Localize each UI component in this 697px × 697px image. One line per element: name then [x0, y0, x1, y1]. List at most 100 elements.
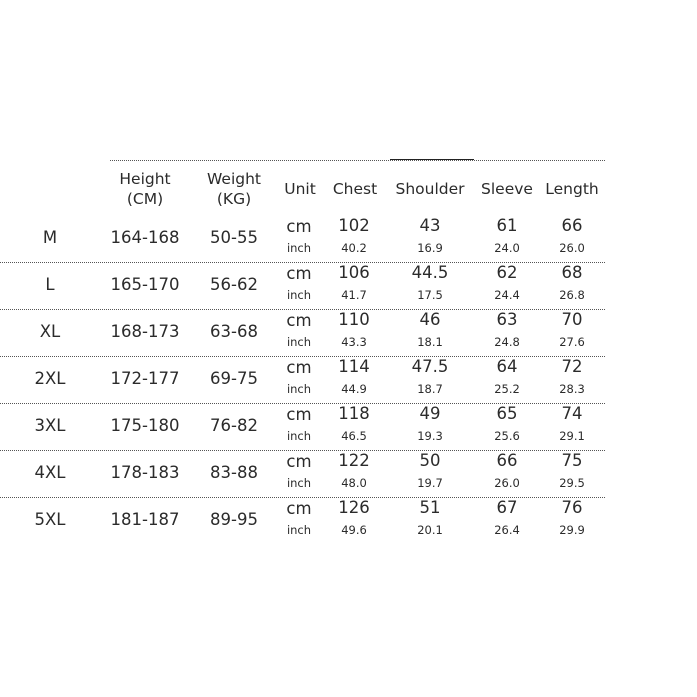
measure-cm: 44.5 — [411, 263, 449, 282]
measure-inch: 19.3 — [417, 429, 443, 443]
measure-cm: 76 — [561, 498, 583, 517]
header-shoulder: Shoulder — [395, 180, 465, 198]
measure-cm: 64 — [496, 357, 518, 376]
height-range: 178-183 — [110, 463, 180, 482]
unit-inch: inch — [286, 288, 312, 302]
measure-inch: 26.0 — [559, 241, 585, 255]
weight-range: 89-95 — [210, 510, 258, 529]
measure-cm: 67 — [496, 498, 518, 517]
unit-cm: cm — [286, 311, 312, 330]
measure-inch: 29.1 — [559, 429, 585, 443]
weight-range: 69-75 — [210, 369, 258, 388]
height-range: 164-168 — [110, 228, 180, 247]
unit-inch: inch — [286, 241, 312, 255]
size-label: 4XL — [34, 463, 66, 482]
header-height-line2: (CM) — [126, 190, 164, 208]
measure-cm: 66 — [496, 451, 518, 470]
measure-inch: 49.6 — [341, 523, 367, 537]
unit-cm: cm — [286, 405, 312, 424]
unit-inch: inch — [286, 523, 312, 537]
unit-cm: cm — [286, 358, 312, 377]
measure-cm: 75 — [561, 451, 583, 470]
measure-inch: 25.2 — [494, 382, 520, 396]
header-unit: Unit — [284, 180, 316, 198]
measure-inch: 48.0 — [341, 476, 367, 490]
measure-cm: 43 — [419, 216, 441, 235]
measure-cm: 102 — [338, 216, 370, 235]
weight-range: 50-55 — [210, 228, 258, 247]
header-sleeve: Sleeve — [481, 180, 533, 198]
row-divider — [0, 450, 605, 451]
measure-cm: 114 — [338, 357, 370, 376]
measure-inch: 40.2 — [341, 241, 367, 255]
measure-cm: 106 — [338, 263, 370, 282]
row-divider — [0, 497, 605, 498]
unit-inch: inch — [286, 429, 312, 443]
measure-inch: 24.8 — [494, 335, 520, 349]
measure-inch: 26.0 — [494, 476, 520, 490]
measure-cm: 62 — [496, 263, 518, 282]
unit-inch: inch — [286, 382, 312, 396]
measure-inch: 24.0 — [494, 241, 520, 255]
measure-cm: 61 — [496, 216, 518, 235]
measure-inch: 18.1 — [417, 335, 443, 349]
measure-inch: 43.3 — [341, 335, 367, 349]
header-top-divider — [110, 160, 605, 161]
measure-cm: 110 — [338, 310, 370, 329]
height-range: 175-180 — [110, 416, 180, 435]
header-accent-line — [390, 159, 474, 160]
size-label: L — [45, 275, 55, 294]
height-range: 165-170 — [110, 275, 180, 294]
height-range: 168-173 — [110, 322, 180, 341]
unit-inch: inch — [286, 335, 312, 349]
measure-inch: 27.6 — [559, 335, 585, 349]
measure-inch: 18.7 — [417, 382, 443, 396]
measure-inch: 46.5 — [341, 429, 367, 443]
measure-inch: 41.7 — [341, 288, 367, 302]
measure-cm: 122 — [338, 451, 370, 470]
measure-cm: 46 — [419, 310, 441, 329]
row-divider — [0, 262, 605, 263]
measure-cm: 66 — [561, 216, 583, 235]
header-height-line1: Height — [119, 170, 171, 188]
measure-inch: 44.9 — [341, 382, 367, 396]
measure-cm: 51 — [419, 498, 441, 517]
measure-cm: 118 — [338, 404, 370, 423]
measure-cm: 50 — [419, 451, 441, 470]
measure-cm: 47.5 — [411, 357, 449, 376]
measure-cm: 72 — [561, 357, 583, 376]
unit-cm: cm — [286, 499, 312, 518]
size-label: 2XL — [34, 369, 66, 388]
measure-cm: 63 — [496, 310, 518, 329]
height-range: 181-187 — [110, 510, 180, 529]
measure-inch: 20.1 — [417, 523, 443, 537]
unit-inch: inch — [286, 476, 312, 490]
row-divider — [0, 356, 605, 357]
unit-cm: cm — [286, 452, 312, 471]
measure-inch: 26.8 — [559, 288, 585, 302]
measure-inch: 28.3 — [559, 382, 585, 396]
measure-cm: 74 — [561, 404, 583, 423]
measure-cm: 70 — [561, 310, 583, 329]
size-label: 3XL — [34, 416, 66, 435]
measure-cm: 49 — [419, 404, 441, 423]
measure-inch: 26.4 — [494, 523, 520, 537]
measure-inch: 24.4 — [494, 288, 520, 302]
measure-inch: 25.6 — [494, 429, 520, 443]
row-divider — [0, 309, 605, 310]
row-divider — [0, 403, 605, 404]
header-weight-line2: (KG) — [216, 190, 252, 208]
measure-inch: 16.9 — [417, 241, 443, 255]
measure-cm: 126 — [338, 498, 370, 517]
measure-inch: 19.7 — [417, 476, 443, 490]
measure-inch: 29.5 — [559, 476, 585, 490]
header-weight: Weight (KG) — [207, 169, 261, 209]
header-weight-line1: Weight — [206, 170, 262, 188]
measure-inch: 17.5 — [417, 288, 443, 302]
header-chest: Chest — [332, 180, 378, 198]
header-height: Height (CM) — [119, 169, 170, 209]
height-range: 172-177 — [110, 369, 180, 388]
unit-cm: cm — [286, 264, 312, 283]
size-label: M — [42, 228, 58, 247]
weight-range: 56-62 — [210, 275, 258, 294]
